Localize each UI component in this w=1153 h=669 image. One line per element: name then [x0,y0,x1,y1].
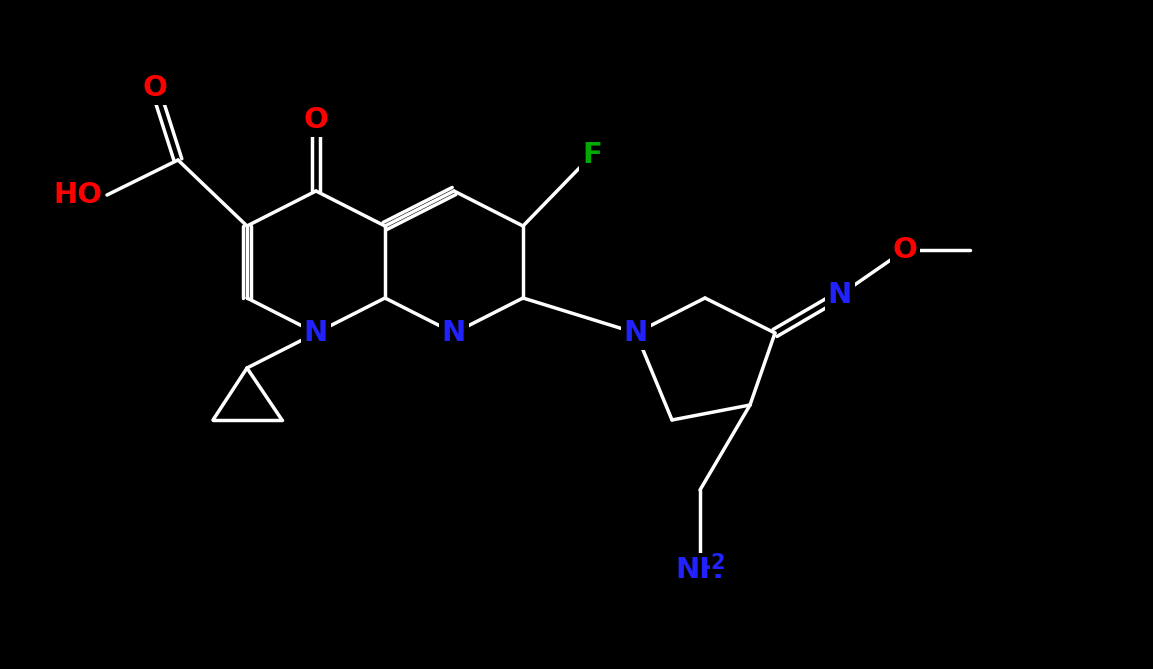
Text: F: F [582,141,602,169]
Text: HO: HO [53,181,101,209]
Text: 2: 2 [710,553,725,573]
Text: O: O [143,74,167,102]
Text: NH: NH [676,556,724,584]
Text: O: O [303,106,329,134]
Text: O: O [892,236,918,264]
Text: N: N [828,281,852,309]
Text: N: N [624,319,648,347]
Text: N: N [304,319,329,347]
Text: N: N [442,319,466,347]
